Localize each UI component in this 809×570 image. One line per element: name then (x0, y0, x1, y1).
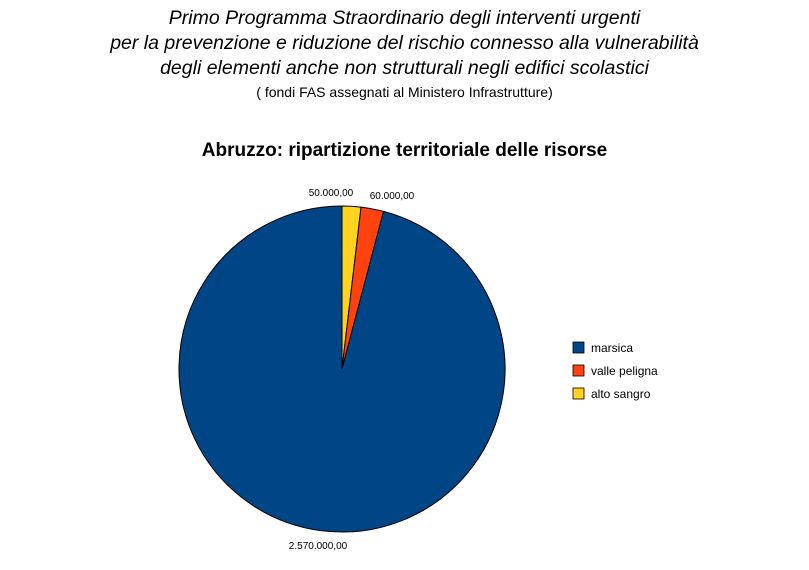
legend-label-marsica: marsica (591, 341, 633, 355)
heading-line-1: Primo Programma Straordinario degli inte… (168, 7, 641, 29)
data-label-marsica: 2.570.000,00 (289, 541, 348, 552)
pie-slices (178, 205, 506, 533)
chart-legend: marsica valle peligna alto sangro (572, 341, 658, 401)
legend-swatch-alto-sangro (572, 387, 585, 400)
data-label-valle-peligna: 60.000,00 (370, 191, 415, 202)
heading-line-3: degli elementi anche non strutturali neg… (160, 57, 649, 79)
page-heading: Primo Programma Straordinario degli inte… (0, 6, 809, 102)
data-labels: 50.000,00 60.000,00 2.570.000,00 (289, 188, 415, 552)
heading-subtitle: ( fondi FAS assegnati al Ministero Infra… (256, 84, 553, 100)
pie-slice-marsica (178, 205, 506, 533)
data-label-alto-sangro: 50.000,00 (309, 188, 354, 199)
chart-title: Abruzzo: ripartizione territoriale delle… (201, 140, 608, 161)
legend-swatch-marsica (572, 341, 585, 354)
legend-label-alto-sangro: alto sangro (591, 387, 651, 401)
legend-label-valle-peligna: valle peligna (591, 364, 658, 378)
legend-swatch-valle-peligna (572, 364, 585, 377)
heading-line-2: per la prevenzione e riduzione del risch… (110, 32, 699, 54)
